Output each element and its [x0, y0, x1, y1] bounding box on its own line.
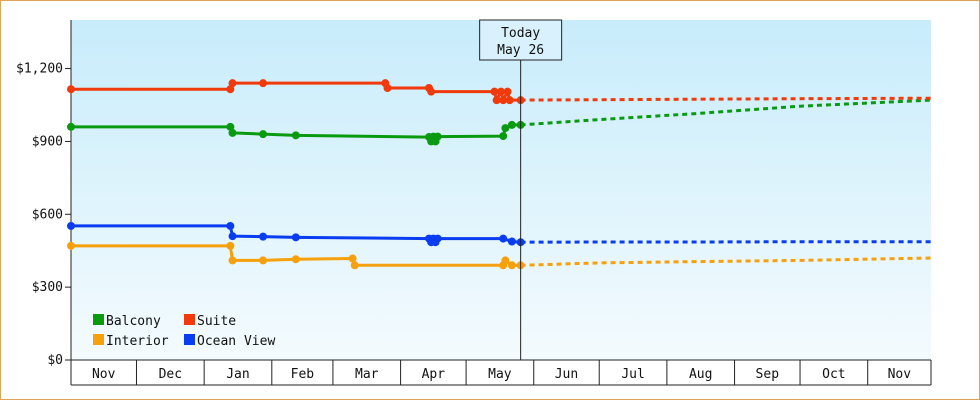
x-tick-label: Nov	[92, 367, 116, 382]
data-point-balcony	[226, 122, 235, 131]
data-point-suite	[492, 96, 501, 105]
data-point-suite	[499, 96, 508, 105]
data-point-suite	[427, 87, 436, 96]
data-point-ocean-view	[226, 221, 235, 230]
y-tick-label: $900	[32, 134, 63, 149]
today-box	[479, 19, 563, 61]
series-ocean-view	[67, 221, 931, 247]
y-axis: $0 $300 $600 $900 $1,200	[16, 20, 72, 368]
data-point-interior	[228, 256, 237, 265]
x-tick-label: Apr	[422, 367, 446, 382]
today-label: Today	[501, 26, 540, 41]
data-point-interior	[348, 254, 357, 263]
series-layer	[67, 79, 932, 270]
data-point-suite	[383, 84, 392, 92]
data-point-interior	[501, 256, 510, 265]
series-suite	[67, 79, 932, 105]
data-point-interior	[226, 241, 235, 250]
data-point-balcony	[291, 131, 300, 140]
data-point-suite	[226, 85, 235, 94]
data-point-ocean-view	[499, 234, 508, 243]
data-point-suite	[503, 87, 512, 96]
data-point-ocean-view	[507, 237, 516, 246]
data-point-ocean-view	[291, 233, 300, 242]
y-tick-label: $600	[32, 207, 63, 222]
data-point-balcony	[67, 122, 75, 131]
data-point-suite	[505, 96, 514, 105]
legend-label-balcony: Balcony	[106, 314, 161, 329]
plot-background	[71, 20, 931, 360]
x-tick-label: Jan	[226, 367, 249, 382]
legend-swatch-interior	[93, 334, 104, 345]
x-tick-label: Dec	[159, 367, 182, 382]
data-point-suite	[228, 79, 237, 88]
legend-swatch-balcony	[93, 314, 104, 325]
y-tick-label: $1,200	[16, 62, 63, 77]
data-point-interior	[350, 261, 359, 270]
x-tick-label: Jul	[621, 367, 644, 382]
x-tick-label: Oct	[822, 367, 845, 382]
legend-label-suite: Suite	[197, 314, 236, 329]
series-interior	[67, 241, 932, 270]
y-tick-label: $300	[32, 280, 63, 295]
legend-label-interior: Interior	[106, 334, 169, 349]
legend-swatch-suite	[184, 314, 195, 325]
x-tick-label: Nov	[888, 367, 912, 382]
x-tick-label: Feb	[291, 367, 315, 382]
data-point-ocean-view	[433, 234, 442, 243]
legend-swatch-ocean-view	[184, 334, 195, 345]
data-point-interior	[291, 255, 300, 264]
data-point-balcony	[501, 124, 510, 133]
data-point-suite	[497, 87, 505, 96]
x-tick-label: Sep	[756, 367, 780, 382]
data-point-balcony	[259, 130, 268, 139]
data-point-ocean-view	[228, 232, 237, 241]
data-point-interior	[67, 241, 75, 250]
today-marker: Today May 26	[479, 19, 563, 360]
x-axis: Nov Dec Jan Feb Mar Apr May Jun Jul Aug Sep Oct Nov	[70, 359, 932, 386]
x-tick-label: Mar	[355, 367, 379, 382]
today-date: May 26	[497, 43, 544, 58]
data-point-ocean-view	[259, 232, 268, 241]
data-point-balcony	[433, 132, 442, 141]
x-tick-label: May	[488, 367, 512, 382]
data-point-suite	[490, 87, 499, 96]
data-point-suite	[259, 79, 268, 88]
data-point-suite	[67, 85, 75, 94]
x-tick-label: Jun	[555, 367, 578, 382]
x-tick-label: Aug	[689, 367, 712, 382]
data-point-interior	[507, 261, 516, 270]
data-point-interior	[259, 256, 268, 265]
series-balcony	[67, 98, 932, 146]
data-point-ocean-view	[67, 221, 75, 230]
data-point-balcony	[228, 128, 237, 137]
data-point-balcony	[507, 120, 516, 129]
legend: Balcony Suite Interior Ocean View	[93, 314, 275, 349]
y-tick-label: $0	[47, 353, 63, 368]
data-point-balcony	[499, 132, 508, 141]
legend-label-ocean-view: Ocean View	[197, 334, 275, 349]
